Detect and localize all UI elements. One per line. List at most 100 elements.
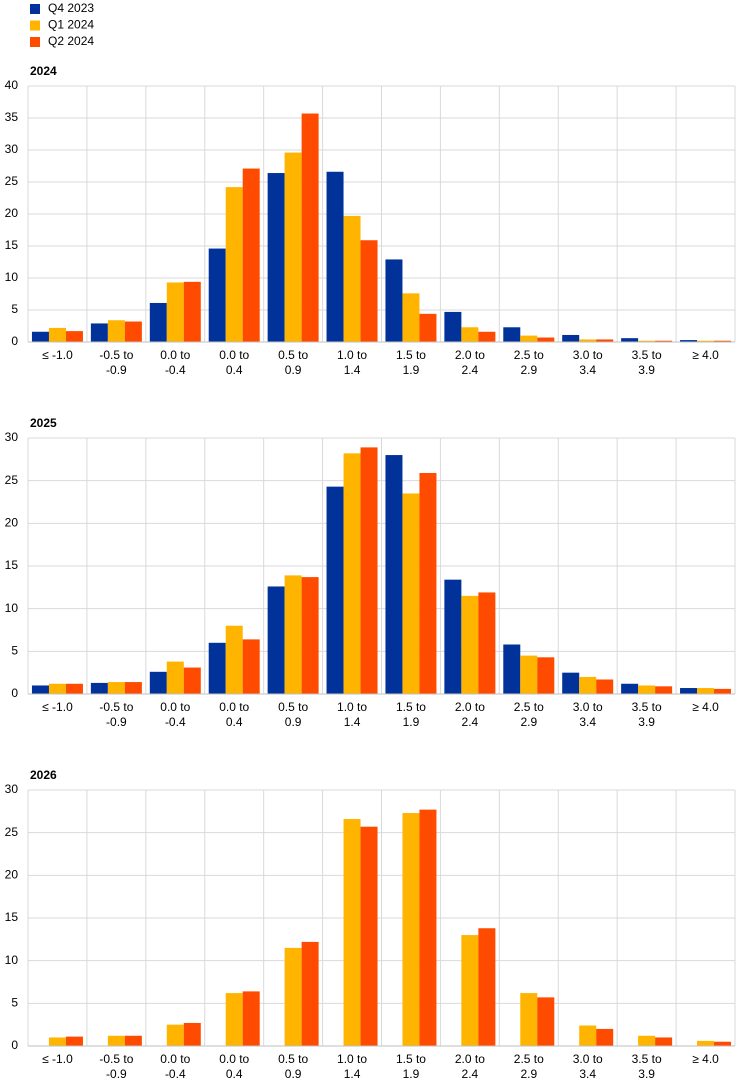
bar [242, 991, 260, 1046]
bar [638, 340, 656, 342]
bar [284, 575, 302, 694]
x-tick-label: 0.4 [226, 715, 243, 729]
x-tick-label: 0.5 to [278, 1052, 308, 1066]
legend-label: Q2 2024 [48, 34, 94, 48]
y-tick-label: 30 [5, 782, 19, 796]
x-tick-label: 2.4 [462, 363, 479, 377]
x-tick-label: ≥ 4.0 [692, 700, 719, 714]
bar [503, 327, 521, 342]
bar [638, 685, 656, 694]
bar [562, 672, 580, 694]
bar [444, 311, 462, 342]
bar [284, 152, 302, 342]
y-tick-label: 0 [11, 686, 18, 700]
bar [267, 586, 285, 694]
bar [621, 338, 639, 342]
bar [225, 993, 243, 1046]
y-tick-label: 35 [5, 110, 19, 124]
bar [107, 320, 125, 342]
y-tick-label: 15 [5, 558, 19, 572]
chart-title: 2026 [30, 768, 57, 782]
bar [183, 667, 201, 694]
x-tick-label: 1.4 [344, 1067, 361, 1081]
x-tick-label: 3.4 [579, 715, 596, 729]
bar [48, 327, 66, 342]
bar [419, 809, 437, 1046]
bar [596, 679, 614, 694]
x-tick-label: 3.5 to [632, 700, 662, 714]
x-tick-label: -0.9 [106, 715, 127, 729]
bar [343, 819, 361, 1046]
x-tick-label: 0.0 to [160, 700, 190, 714]
bar [402, 493, 420, 694]
bar [680, 340, 698, 342]
x-tick-label: 1.5 to [396, 1052, 426, 1066]
bar [419, 472, 437, 694]
bar [360, 447, 378, 694]
y-tick-label: 20 [5, 516, 19, 530]
x-tick-label: 1.5 to [396, 348, 426, 362]
bar [655, 1037, 673, 1046]
x-tick-label: 0.4 [226, 1067, 243, 1081]
x-tick-label: 2.9 [520, 715, 537, 729]
bar [107, 1035, 125, 1046]
bar [579, 1025, 597, 1046]
bar [183, 1022, 201, 1046]
bar [65, 331, 83, 342]
x-tick-label: 3.5 to [632, 348, 662, 362]
x-tick-label: 2.5 to [514, 1052, 544, 1066]
bar [360, 826, 378, 1046]
x-tick-label: 1.5 to [396, 700, 426, 714]
x-tick-label: 3.0 to [573, 348, 603, 362]
bar [444, 579, 462, 694]
bar [680, 688, 698, 694]
bar [326, 486, 344, 694]
x-tick-label: 3.4 [579, 363, 596, 377]
x-tick-label: 2.5 to [514, 700, 544, 714]
x-tick-label: 2.0 to [455, 348, 485, 362]
x-tick-label: 0.0 to [160, 348, 190, 362]
bar [343, 453, 361, 694]
x-tick-label: ≤ -1.0 [42, 1052, 73, 1066]
bar [225, 625, 243, 694]
bar [621, 683, 639, 694]
x-tick-label: 3.9 [638, 1067, 655, 1081]
bar [537, 997, 555, 1046]
y-tick-label: 30 [5, 142, 19, 156]
bar [48, 683, 66, 694]
bar [478, 592, 496, 694]
bar [562, 334, 580, 342]
bar [520, 993, 538, 1046]
bar [124, 321, 142, 342]
x-tick-label: 0.0 to [219, 348, 249, 362]
bar [655, 340, 673, 342]
y-tick-label: 25 [5, 473, 19, 487]
bar [284, 947, 302, 1046]
x-tick-label: -0.9 [106, 1067, 127, 1081]
x-tick-label: ≥ 4.0 [692, 1052, 719, 1066]
y-tick-label: 0 [11, 1038, 18, 1052]
y-tick-label: 0 [11, 334, 18, 348]
y-tick-label: 5 [11, 644, 18, 658]
bar [301, 941, 319, 1046]
y-tick-label: 15 [5, 238, 19, 252]
x-tick-label: 0.5 to [278, 700, 308, 714]
x-tick-label: 1.9 [403, 1067, 420, 1081]
chart-title: 2024 [30, 64, 57, 78]
y-tick-label: 5 [11, 996, 18, 1010]
x-tick-label: 2.9 [520, 1067, 537, 1081]
y-tick-label: 20 [5, 868, 19, 882]
bar [166, 282, 184, 342]
x-tick-label: 1.9 [403, 363, 420, 377]
x-tick-label: ≤ -1.0 [42, 348, 73, 362]
bar [461, 935, 479, 1046]
bar [326, 171, 344, 342]
x-tick-label: 0.9 [285, 715, 302, 729]
bar [596, 339, 614, 342]
bar [385, 259, 403, 342]
x-tick-label: 0.0 to [219, 1052, 249, 1066]
x-tick-label: 2.4 [462, 1067, 479, 1081]
bar [208, 248, 226, 342]
bar [301, 113, 319, 343]
